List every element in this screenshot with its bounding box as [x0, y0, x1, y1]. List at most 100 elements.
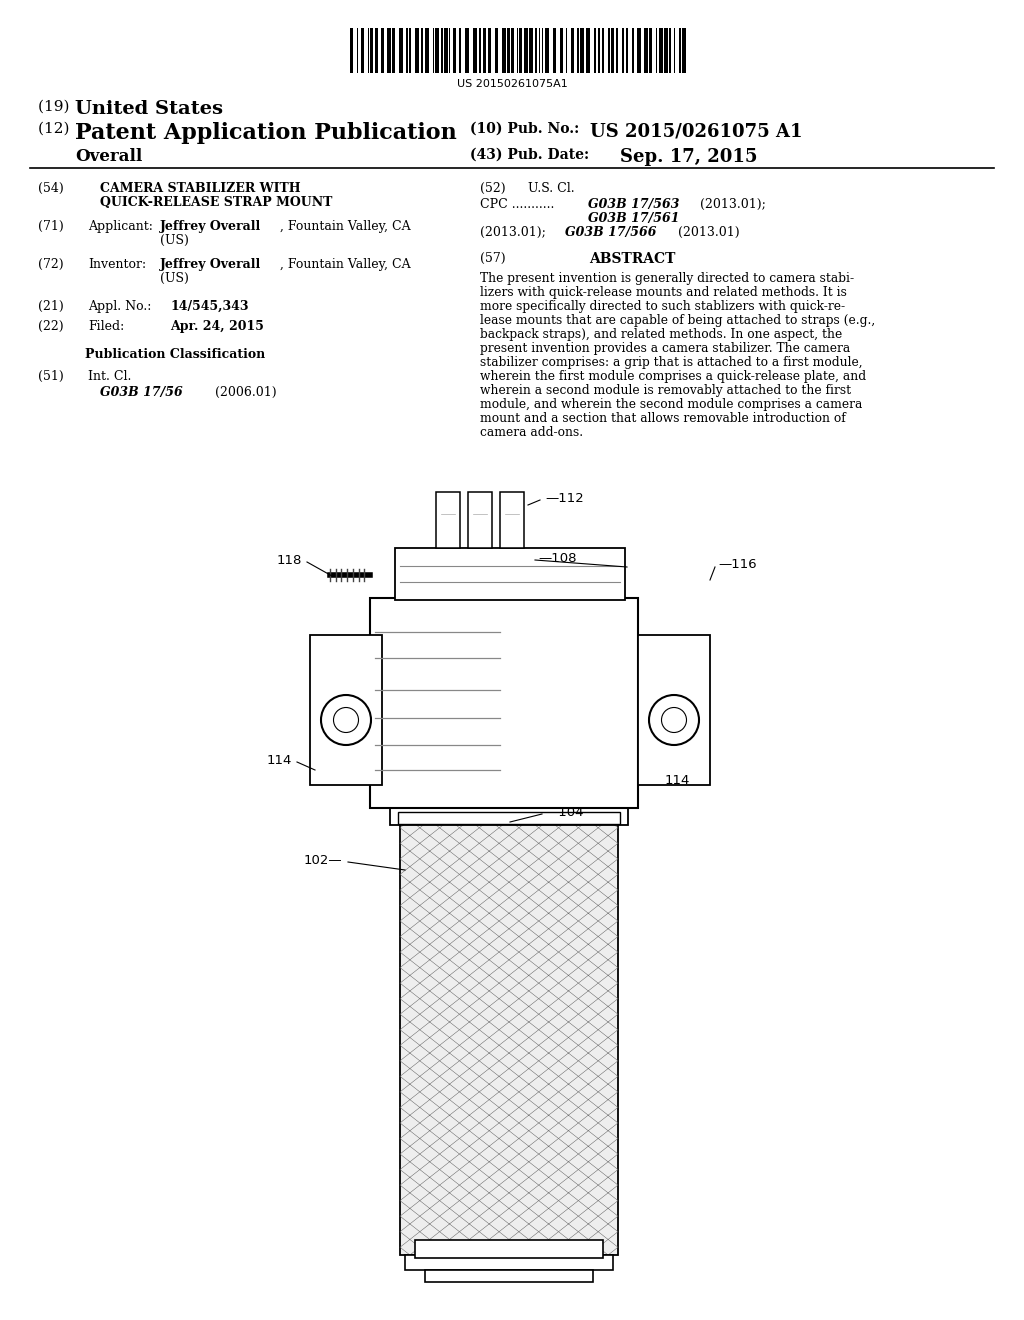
Text: lease mounts that are capable of being attached to straps (e.g.,: lease mounts that are capable of being a… [480, 314, 876, 327]
Bar [611, 28, 614, 73]
Text: 114: 114 [665, 774, 690, 787]
Bar [649, 28, 652, 73]
Text: Filed:: Filed: [88, 319, 124, 333]
Text: wherein the first module comprises a quick-release plate, and: wherein the first module comprises a qui… [480, 370, 866, 383]
Bar [632, 28, 634, 73]
Text: (2013.01);: (2013.01); [480, 226, 546, 239]
Text: (72): (72) [38, 257, 63, 271]
Text: (2013.01): (2013.01) [678, 226, 739, 239]
Bar [479, 28, 481, 73]
Bar [416, 28, 419, 73]
Circle shape [662, 708, 686, 733]
Bar [502, 28, 506, 73]
Text: US 20150261075A1: US 20150261075A1 [457, 79, 567, 88]
Text: 114: 114 [266, 754, 292, 767]
Bar [638, 635, 710, 785]
Text: wherein a second module is removably attached to the first: wherein a second module is removably att… [480, 384, 851, 397]
Bar [399, 28, 403, 73]
Bar [581, 28, 585, 73]
Text: module, and wherein the second module comprises a camera: module, and wherein the second module co… [480, 399, 862, 411]
Bar [468, 492, 492, 548]
Bar [425, 1270, 593, 1282]
Bar [578, 28, 580, 73]
Text: Patent Application Publication: Patent Application Publication [75, 121, 457, 144]
Text: (71): (71) [38, 220, 63, 234]
Text: G03B 17/563: G03B 17/563 [588, 198, 680, 211]
Text: United States: United States [75, 100, 223, 117]
Bar [571, 28, 574, 73]
Bar [524, 28, 528, 73]
Bar [310, 635, 382, 785]
Text: —112: —112 [545, 491, 584, 504]
Text: (2006.01): (2006.01) [215, 385, 276, 399]
Text: lizers with quick-release mounts and related methods. It is: lizers with quick-release mounts and rel… [480, 286, 847, 300]
Bar [626, 28, 628, 73]
Text: (12): (12) [38, 121, 75, 136]
Bar [535, 28, 537, 73]
Text: (2013.01);: (2013.01); [700, 198, 766, 211]
Bar [559, 28, 562, 73]
Text: CPC ...........: CPC ........... [480, 198, 554, 211]
Bar [659, 28, 664, 73]
Bar [643, 28, 647, 73]
Text: Int. Cl.: Int. Cl. [88, 370, 131, 383]
Bar [410, 28, 412, 73]
Text: 102—: 102— [303, 854, 342, 866]
Text: G03B 17/566: G03B 17/566 [565, 226, 656, 239]
Text: Sep. 17, 2015: Sep. 17, 2015 [620, 148, 758, 166]
Bar [507, 28, 510, 73]
Circle shape [334, 708, 358, 733]
Text: —104: —104 [545, 805, 584, 818]
Text: Jeffrey Overall: Jeffrey Overall [160, 257, 261, 271]
Bar [622, 28, 624, 73]
Bar [598, 28, 600, 73]
Bar [381, 28, 384, 73]
Bar [519, 28, 522, 73]
Circle shape [649, 696, 699, 744]
Text: , Fountain Valley, CA: , Fountain Valley, CA [280, 220, 411, 234]
Text: (43) Pub. Date:: (43) Pub. Date: [470, 148, 589, 162]
Bar [545, 28, 549, 73]
Bar [391, 28, 395, 73]
Text: Publication Classification: Publication Classification [85, 348, 265, 360]
Bar [415, 1239, 603, 1258]
Text: Appl. No.:: Appl. No.: [88, 300, 152, 313]
Text: (US): (US) [160, 272, 188, 285]
Text: Apr. 24, 2015: Apr. 24, 2015 [170, 319, 264, 333]
Bar [400, 820, 618, 1255]
Text: ABSTRACT: ABSTRACT [589, 252, 675, 267]
Bar [615, 28, 617, 73]
Text: present invention provides a camera stabilizer. The camera: present invention provides a camera stab… [480, 342, 850, 355]
Text: (21): (21) [38, 300, 63, 313]
Bar [407, 28, 409, 73]
Text: —108: —108 [538, 552, 577, 565]
Bar [398, 812, 620, 824]
Bar [425, 28, 429, 73]
Text: (10) Pub. No.:: (10) Pub. No.: [470, 121, 580, 136]
Text: more specifically directed to such stablizers with quick-re-: more specifically directed to such stabl… [480, 300, 845, 313]
Bar [395, 548, 625, 601]
Text: Inventor:: Inventor: [88, 257, 146, 271]
Bar [528, 28, 532, 73]
Bar [602, 28, 604, 73]
Bar [553, 28, 556, 73]
Text: mount and a section that allows removable introduction of: mount and a section that allows removabl… [480, 412, 846, 425]
Bar [637, 28, 641, 73]
Text: CAMERA STABILIZER WITH: CAMERA STABILIZER WITH [100, 182, 301, 195]
Text: (19): (19) [38, 100, 75, 114]
Bar [350, 28, 353, 73]
Bar [679, 28, 681, 73]
Text: (51): (51) [38, 370, 63, 383]
Text: The present invention is generally directed to camera stabi-: The present invention is generally direc… [480, 272, 854, 285]
Text: , Fountain Valley, CA: , Fountain Valley, CA [280, 257, 411, 271]
Bar [488, 28, 492, 73]
Text: —116: —116 [718, 558, 757, 572]
Text: Jeffrey Overall: Jeffrey Overall [160, 220, 261, 234]
Bar [472, 28, 476, 73]
Text: U.S. Cl.: U.S. Cl. [528, 182, 574, 195]
Bar [496, 28, 499, 73]
Bar [586, 28, 590, 73]
Text: (22): (22) [38, 319, 63, 333]
Bar [465, 28, 469, 73]
Bar [443, 28, 447, 73]
